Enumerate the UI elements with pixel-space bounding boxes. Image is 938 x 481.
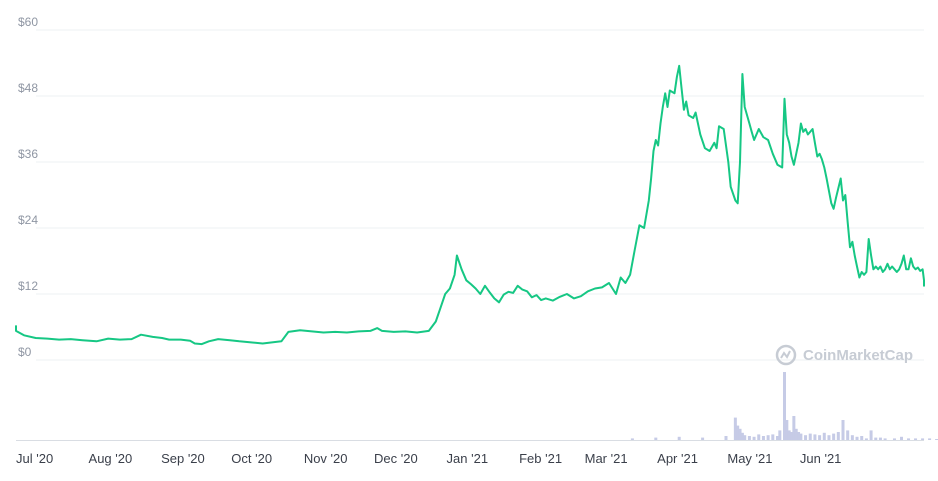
x-tick-label: Apr '21	[657, 451, 698, 466]
volume-bar	[832, 433, 836, 440]
volume-bar	[785, 420, 789, 440]
x-tick-label: Jun '21	[800, 451, 842, 466]
volume-bar	[792, 416, 796, 440]
volume-bar	[752, 436, 756, 440]
volume-bar	[827, 435, 831, 440]
x-tick-label: Jan '21	[447, 451, 489, 466]
volume-bar	[874, 437, 878, 440]
volume-bar	[736, 425, 740, 440]
volume-bar	[790, 432, 794, 440]
volume-bar	[654, 437, 658, 440]
grid-lines	[16, 29, 924, 441]
volume-bar	[808, 433, 812, 440]
volume-bar	[822, 432, 826, 440]
volume-bar	[733, 417, 737, 440]
volume-bar	[766, 435, 770, 440]
x-tick-label: Dec '20	[374, 451, 418, 466]
y-tick-label: $0	[18, 345, 32, 359]
coinmarketcap-logo-icon	[775, 344, 797, 366]
volume-bar	[914, 438, 918, 440]
y-tick-label: $60	[18, 15, 38, 29]
volume-bar	[855, 436, 859, 440]
volume-bar	[778, 430, 782, 440]
watermark-text: CoinMarketCap	[803, 347, 913, 364]
volume-bar	[846, 430, 850, 440]
volume-bar	[794, 428, 798, 440]
volume-bar	[928, 438, 932, 440]
volume-bar	[892, 438, 896, 440]
volume-bar	[740, 432, 744, 440]
volume-bar	[883, 438, 887, 440]
volume-bar	[630, 438, 634, 440]
volume-bar	[869, 430, 873, 440]
volume-bar	[841, 420, 845, 440]
volume-bar	[860, 436, 864, 440]
volume-bar	[921, 438, 925, 440]
volume-bar	[797, 432, 801, 440]
y-axis: $0 $12 $24 $36 $48 $60	[18, 15, 38, 359]
volume-bar	[743, 435, 747, 440]
volume-bar	[757, 434, 761, 440]
volume-bar	[836, 432, 840, 440]
volume-bar	[864, 438, 868, 440]
volume-bar	[804, 435, 808, 440]
volume-bar	[771, 434, 775, 440]
volume-bar	[878, 437, 882, 440]
volume-bar	[818, 435, 822, 440]
volume-bar	[935, 439, 938, 440]
y-tick-label: $48	[18, 81, 38, 95]
volume-bar	[907, 438, 911, 440]
x-tick-label: May '21	[727, 451, 772, 466]
volume-bar	[813, 434, 817, 440]
volume-bar	[799, 433, 803, 440]
y-tick-label: $36	[18, 147, 38, 161]
volume-bar	[677, 436, 681, 440]
x-tick-label: Aug '20	[89, 451, 133, 466]
volume-bar	[900, 436, 903, 440]
y-tick-label: $12	[18, 279, 38, 293]
price-series	[15, 64, 925, 346]
price-line	[15, 64, 925, 346]
x-tick-label: Feb '21	[519, 451, 562, 466]
volume-bar	[724, 436, 728, 440]
volume-bar	[850, 435, 854, 440]
x-tick-label: Sep '20	[161, 451, 205, 466]
x-axis: Jul '20 Aug '20 Sep '20 Oct '20 Nov '20 Dec '…	[16, 451, 841, 466]
volume-bar	[775, 436, 779, 440]
volume-bars	[630, 372, 938, 440]
volume-bar	[701, 437, 705, 440]
y-tick-label: $24	[18, 213, 38, 227]
x-tick-label: Mar '21	[585, 451, 628, 466]
volume-bar	[738, 428, 742, 440]
watermark: CoinMarketCap	[775, 344, 913, 366]
volume-bar	[747, 436, 751, 440]
x-tick-label: Oct '20	[231, 451, 272, 466]
volume-bar	[761, 436, 765, 440]
volume-bar	[787, 430, 791, 440]
x-tick-label: Jul '20	[16, 451, 53, 466]
volume-bar	[783, 372, 786, 440]
x-tick-label: Nov '20	[304, 451, 348, 466]
